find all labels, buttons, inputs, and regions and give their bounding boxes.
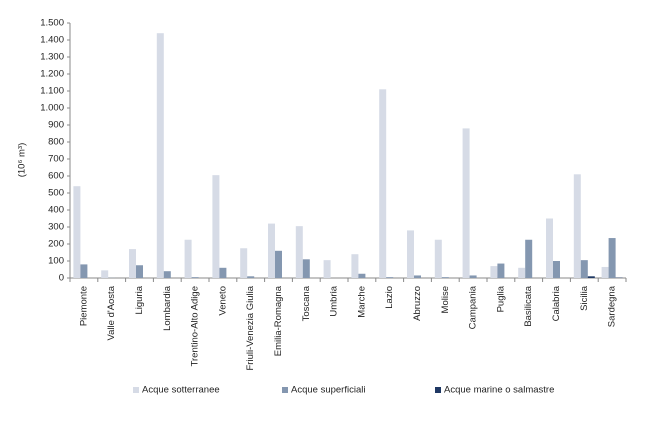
bar [407, 230, 414, 278]
bar [184, 239, 192, 278]
y-tick-label: 1.200 [40, 69, 64, 80]
y-tick-label: 900 [48, 120, 64, 131]
bar [573, 174, 581, 278]
x-tick-label: Lazio [384, 286, 395, 309]
y-tick-label: 200 [48, 239, 64, 250]
bar [295, 226, 303, 278]
y-tick-label: 700 [48, 154, 64, 165]
legend-swatch [133, 387, 139, 393]
y-tick-label: 1.100 [40, 86, 64, 97]
bar [580, 260, 588, 278]
legend-label: Acque sotterranee [142, 385, 220, 396]
bar [302, 259, 310, 278]
bar [136, 265, 143, 278]
bar [497, 263, 505, 278]
x-tick-label: Calabria [551, 285, 562, 321]
bar [601, 266, 609, 278]
bar [219, 267, 227, 278]
bar [268, 223, 275, 278]
bar [156, 33, 164, 279]
bar [414, 275, 421, 278]
y-tick-label: 100 [48, 256, 64, 267]
y-tick-label: 1.500 [40, 18, 64, 29]
bar [358, 273, 366, 278]
x-tick-label: Abruzzo [412, 286, 423, 321]
bar [553, 261, 560, 278]
x-tick-label: Liguria [134, 285, 145, 314]
x-tick-label: Lombardia [162, 285, 173, 331]
y-tick-label: 800 [48, 137, 64, 148]
x-tick-label: Marche [356, 286, 367, 318]
x-tick-label: Puglia [495, 285, 506, 312]
bar [525, 239, 533, 278]
y-tick-label: 500 [48, 188, 64, 199]
x-tick-label: Sicilia [579, 285, 590, 311]
bar [462, 128, 470, 278]
x-tick-label: Friuli-Venezia Giulia [245, 285, 256, 370]
x-tick-label: Valle d'Aosta [106, 285, 117, 340]
bar [469, 275, 477, 278]
x-tick-label: Molise [440, 286, 451, 313]
bar [191, 277, 199, 278]
bar [163, 271, 171, 278]
bar [351, 254, 359, 278]
y-tick-label: 0 [59, 273, 64, 284]
legend-swatch [435, 387, 441, 393]
bar [518, 267, 526, 278]
bar [212, 175, 220, 278]
y-tick-label: 1.300 [40, 52, 64, 63]
x-tick-label: Campania [468, 285, 479, 329]
bar [386, 277, 394, 278]
bar [587, 276, 595, 278]
x-tick-label: Emilia-Romagna [273, 285, 284, 356]
bar [441, 277, 449, 278]
y-tick-label: 1.000 [40, 103, 64, 114]
bar [608, 238, 616, 278]
bar [101, 270, 109, 278]
y-tick-label: 600 [48, 171, 64, 182]
x-tick-label: Trentino-Alto Adige [190, 286, 201, 366]
bar [247, 276, 255, 278]
legend-label: Acque marine o salmastre [444, 385, 554, 396]
bar [275, 250, 282, 278]
x-tick-label: Umbria [329, 285, 340, 316]
bar [546, 218, 553, 278]
x-tick-label: Piemonte [78, 286, 89, 326]
x-tick-label: Toscana [301, 285, 312, 321]
bar [323, 260, 331, 278]
bar [434, 239, 442, 278]
bar [80, 264, 88, 278]
y-tick-label: 400 [48, 205, 64, 216]
x-tick-label: Veneto [217, 286, 228, 316]
bar [490, 266, 498, 278]
x-tick-label: Basilicata [523, 285, 534, 326]
legend-swatch [282, 387, 288, 393]
bar [240, 248, 248, 278]
x-tick-label: Sardegna [607, 285, 618, 327]
bar [73, 186, 81, 278]
y-tick-label: 1.400 [40, 35, 64, 46]
y-axis-label: (10⁶ m³) [17, 143, 28, 178]
y-tick-label: 300 [48, 222, 64, 233]
legend-label: Acque superficiali [291, 385, 365, 396]
bar [379, 89, 387, 278]
bar [129, 249, 136, 278]
